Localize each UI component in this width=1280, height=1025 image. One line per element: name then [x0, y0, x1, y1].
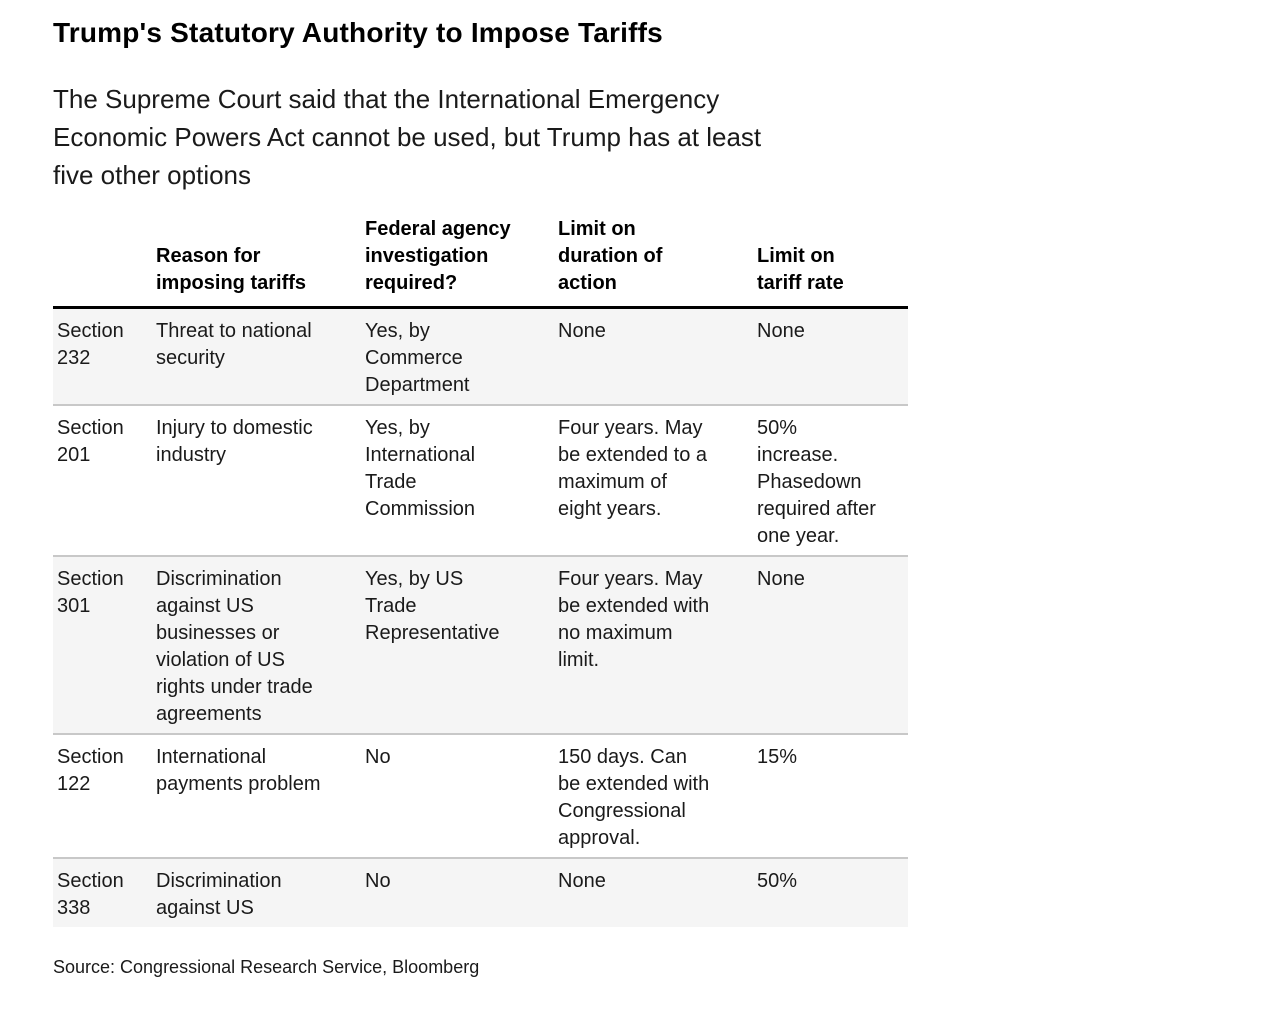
table-cell: No	[365, 733, 558, 858]
column-header-4: Limit on tariff rate	[757, 216, 908, 309]
table-cell: Section 301	[53, 555, 156, 734]
table-row: Section 201 Injury to domestic industry Ye…	[53, 404, 908, 556]
table-cell: Four years. May be extended to a maximum…	[558, 404, 757, 556]
tariff-table: Reason for imposing tariffs Federal agenc…	[53, 216, 908, 927]
table-cell: None	[757, 555, 908, 734]
table-cell: None	[757, 320, 805, 342]
table-row: Section 122 International payments proble…	[53, 733, 908, 858]
table-cell: Section 232	[57, 320, 124, 369]
table-cell: Section 201	[53, 404, 156, 556]
table-cell: International payments problem	[156, 733, 365, 858]
chart-title: Trump's Statutory Authority to Impose Ta…	[53, 17, 663, 48]
table-cell: Discrimination against US	[156, 857, 365, 927]
table-cell: Injury to domestic industry	[156, 404, 365, 556]
table-cell: None	[558, 857, 757, 927]
table-cell: Four years. May be extended with no maxi…	[558, 555, 757, 734]
table-cell: Section 122	[53, 733, 156, 858]
table-cell: Yes, by International Trade Commission	[365, 404, 558, 556]
table-cell: No	[365, 857, 558, 927]
table-cell: 150 days. Can be extended with Congressi…	[558, 733, 757, 858]
table-cell: 15%	[757, 733, 908, 858]
chart-subtitle: The Supreme Court said that the Internat…	[53, 84, 762, 190]
source-note: Source: Congressional Research Service, …	[53, 957, 480, 977]
table-cell: Yes, by US Trade Representative	[365, 555, 558, 734]
table-cell: 50% increase. Phasedown required after o…	[757, 404, 908, 556]
table-cell: Threat to national security	[156, 320, 312, 369]
column-header-0	[53, 216, 156, 309]
table-cell: Discrimination against US businesses or …	[156, 555, 365, 734]
column-header-1: Reason for imposing tariffs	[156, 216, 365, 309]
column-header-3: Limit on duration of action	[558, 216, 757, 309]
table-cell: 50%	[757, 857, 908, 927]
table-cell: Yes, by Commerce Department	[365, 320, 470, 396]
table-row: Section 232 Threat to national security Ye…	[53, 307, 908, 405]
table-cell: None	[558, 320, 606, 342]
chart-container: Trump's Statutory Authority to Impose Ta…	[53, 17, 908, 977]
table-row: Section 301 Discrimination against US bus…	[53, 555, 908, 734]
table-cell: Section 338	[53, 857, 156, 927]
table-header-row: Reason for imposing tariffs Federal agenc…	[53, 216, 908, 309]
column-header-2: Federal agency investigation required?	[365, 216, 558, 309]
table-row: Section 338 Discrimination against US No No…	[53, 857, 908, 927]
